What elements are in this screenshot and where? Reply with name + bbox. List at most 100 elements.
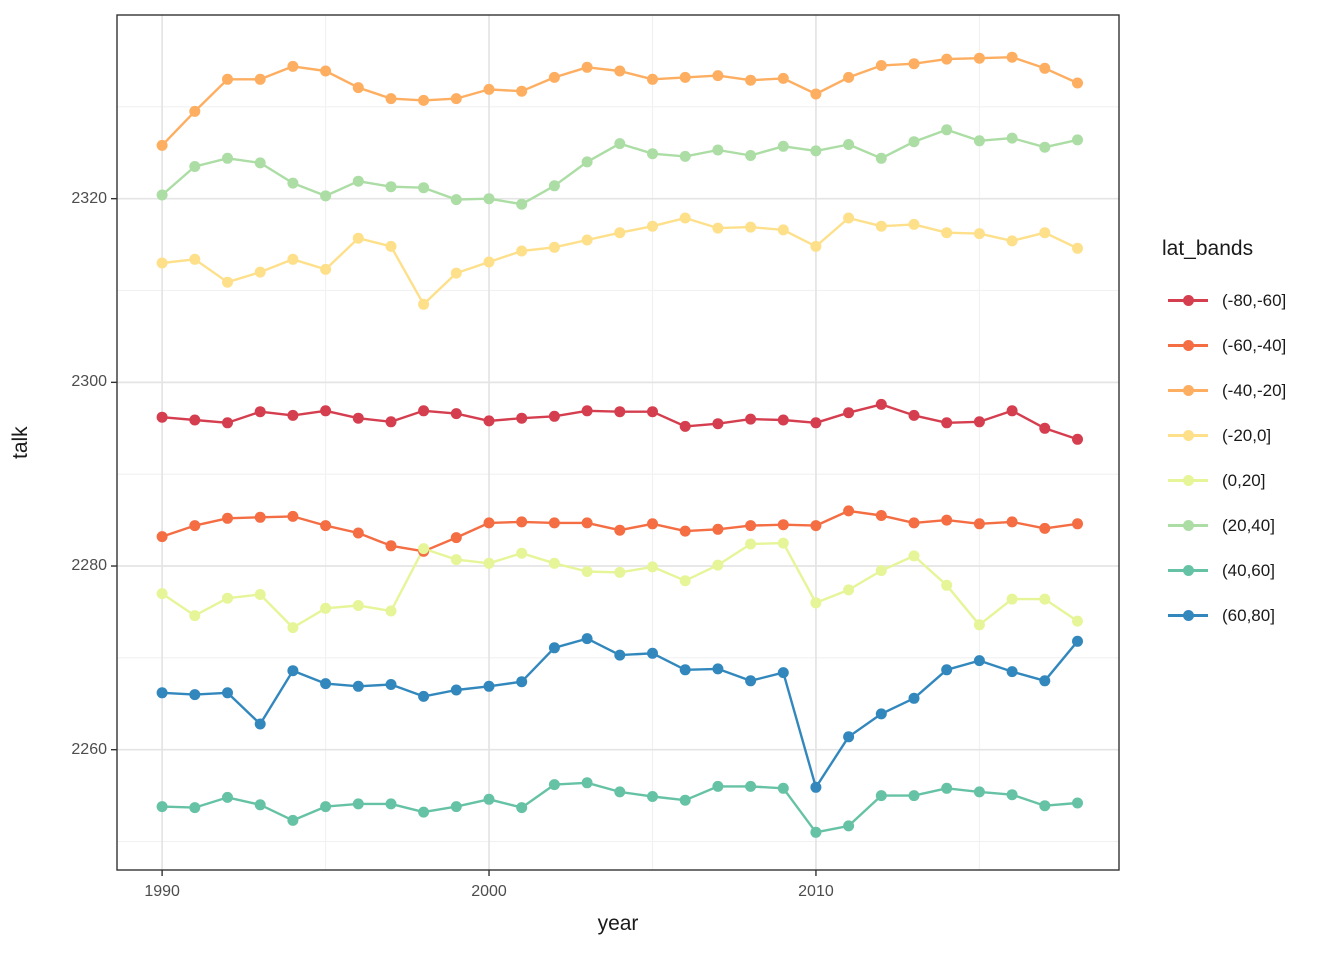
legend-item: (-80,-60] xyxy=(1162,278,1338,323)
data-point-(20,40] xyxy=(777,140,789,152)
legend-label: (-80,-60] xyxy=(1222,290,1287,310)
data-point-(-20,0] xyxy=(614,227,626,239)
legend-key-icon xyxy=(1168,385,1208,397)
data-point-(-60,-40] xyxy=(712,523,724,535)
data-point-(20,40] xyxy=(254,157,266,169)
data-point-(-80,-60] xyxy=(712,418,724,430)
data-point-(0,20] xyxy=(745,538,757,550)
data-point-(40,60] xyxy=(450,801,462,813)
y-tick-label: 2320 xyxy=(71,189,107,207)
data-point-(-20,0] xyxy=(1072,242,1083,254)
data-point-(0,20] xyxy=(1006,593,1018,605)
data-point-(-80,-60] xyxy=(1006,405,1018,417)
data-point-(40,60] xyxy=(647,791,658,802)
data-point-(-80,-60] xyxy=(548,410,560,422)
data-point-(20,40] xyxy=(516,198,528,210)
data-point-(-80,-60] xyxy=(810,417,822,429)
data-point-(-80,-60] xyxy=(941,417,953,429)
data-point-(-80,-60] xyxy=(450,408,462,420)
data-point-(40,60] xyxy=(1039,800,1051,812)
x-axis-title: year xyxy=(597,912,639,935)
data-point-(60,80] xyxy=(418,690,430,702)
data-point-(-80,-60] xyxy=(745,413,757,425)
legend-key-icon xyxy=(1168,610,1208,622)
data-point-(-20,0] xyxy=(875,220,887,232)
data-point-(20,40] xyxy=(973,135,985,147)
data-point-(0,20] xyxy=(843,584,855,596)
data-point-(-80,-60] xyxy=(647,406,658,418)
data-point-(60,80] xyxy=(156,687,168,699)
data-point-(0,20] xyxy=(712,559,724,571)
data-point-(-60,-40] xyxy=(647,518,658,530)
data-point-(-60,-40] xyxy=(581,517,593,529)
data-point-(40,60] xyxy=(1072,797,1083,809)
data-point-(-20,0] xyxy=(385,240,397,252)
data-point-(20,40] xyxy=(908,136,920,148)
data-point-(-60,-40] xyxy=(941,514,953,526)
data-point-(60,80] xyxy=(1006,666,1018,678)
data-point-(0,20] xyxy=(647,561,658,573)
data-point-(-60,-40] xyxy=(777,519,789,531)
data-point-(-40,-20] xyxy=(189,105,201,117)
data-point-(0,20] xyxy=(1072,615,1083,627)
data-point-(-80,-60] xyxy=(320,405,332,417)
data-point-(60,80] xyxy=(647,647,658,659)
data-point-(60,80] xyxy=(516,676,528,688)
data-point-(-20,0] xyxy=(450,267,462,279)
y-tick-label: 2260 xyxy=(71,740,107,758)
data-point-(-20,0] xyxy=(516,245,528,257)
x-tick-label: 1990 xyxy=(144,883,180,900)
data-point-(0,20] xyxy=(941,579,953,591)
data-point-(-80,-60] xyxy=(973,416,985,428)
data-point-(60,80] xyxy=(254,718,266,730)
legend-key-icon xyxy=(1168,475,1208,487)
data-point-(60,80] xyxy=(745,675,757,687)
data-point-(-60,-40] xyxy=(222,512,233,524)
legend-item: (-40,-20] xyxy=(1162,368,1338,413)
legend: lat_bands (-80,-60] (-60,-40] (-40,-20] (-2… xyxy=(1162,236,1338,638)
data-point-(-60,-40] xyxy=(1072,518,1083,530)
data-point-(-60,-40] xyxy=(320,520,332,532)
data-point-(0,20] xyxy=(581,566,593,577)
data-point-(40,60] xyxy=(189,802,201,814)
data-point-(-80,-60] xyxy=(777,414,789,426)
data-point-(40,60] xyxy=(320,801,332,813)
data-point-(-20,0] xyxy=(1006,235,1018,247)
data-point-(0,20] xyxy=(973,619,985,631)
data-point-(-20,0] xyxy=(222,276,233,288)
data-point-(40,60] xyxy=(679,794,691,806)
legend-item: (-20,0] xyxy=(1162,413,1338,458)
data-point-(-40,-20] xyxy=(581,61,593,73)
data-point-(-20,0] xyxy=(647,220,658,232)
data-point-(0,20] xyxy=(483,557,495,569)
data-point-(-20,0] xyxy=(418,298,430,310)
data-point-(-60,-40] xyxy=(352,527,364,539)
data-point-(40,60] xyxy=(418,806,430,818)
data-point-(-20,0] xyxy=(352,232,364,244)
data-point-(-20,0] xyxy=(810,240,822,252)
data-point-(-40,-20] xyxy=(679,71,691,83)
data-point-(20,40] xyxy=(385,181,397,193)
data-point-(0,20] xyxy=(189,610,201,622)
data-point-(40,60] xyxy=(941,782,953,794)
data-point-(-60,-40] xyxy=(1039,522,1051,534)
y-tick-label: 2300 xyxy=(71,373,107,391)
data-point-(20,40] xyxy=(222,152,233,164)
legend-key-icon xyxy=(1168,295,1208,307)
data-point-(20,40] xyxy=(548,180,560,192)
data-point-(40,60] xyxy=(156,801,168,813)
data-point-(60,80] xyxy=(320,678,332,690)
data-point-(40,60] xyxy=(352,798,364,810)
legend-label: (-20,0] xyxy=(1222,425,1272,445)
data-point-(0,20] xyxy=(450,554,462,566)
legend-key-icon xyxy=(1168,565,1208,577)
data-point-(-80,-60] xyxy=(516,412,528,424)
legend-items: (-80,-60] (-60,-40] (-40,-20] (-20,0] (0,20]… xyxy=(1162,278,1338,638)
data-point-(-40,-20] xyxy=(516,85,528,97)
data-point-(-20,0] xyxy=(548,241,560,253)
data-point-(-40,-20] xyxy=(647,73,658,85)
data-point-(20,40] xyxy=(1072,134,1083,146)
data-point-(60,80] xyxy=(548,642,560,654)
data-point-(-40,-20] xyxy=(483,83,495,95)
